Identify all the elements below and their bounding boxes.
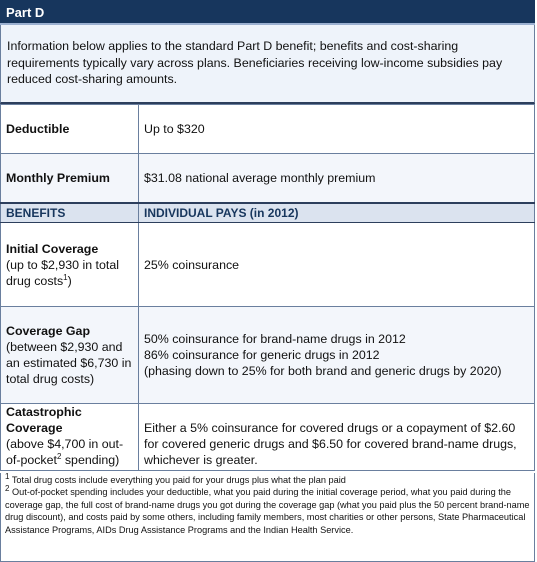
benefits-table: Deductible Up to $320 Monthly Premium $3… <box>0 104 535 471</box>
footnote-2-text: Out-of-pocket spending includes your ded… <box>5 487 530 535</box>
catastrophic-coverage-sub-end: spending) <box>61 453 120 467</box>
deductible-value: Up to $320 <box>138 104 535 154</box>
footnote-2: 2 Out-of-pocket spending includes your d… <box>5 484 530 536</box>
table-row: Deductible Up to $320 <box>0 104 535 154</box>
catastrophic-coverage-label: Catastrophic Coverage <box>6 405 82 435</box>
table-row: Initial Coverage (up to $2,930 in total … <box>0 222 535 307</box>
initial-coverage-value: 25% coinsurance <box>138 222 535 307</box>
premium-label: Monthly Premium <box>6 170 110 185</box>
catastrophic-coverage-sub: (above $4,700 in out-of-pocket <box>6 437 124 467</box>
initial-coverage-sub: (up to $2,930 in total drug costs <box>6 257 119 288</box>
table-row: Monthly Premium $31.08 national average … <box>0 153 535 203</box>
footnote-1-mark: 1 <box>5 471 10 481</box>
footnote-1: 1 Total drug costs include everything yo… <box>5 471 530 486</box>
deductible-label: Deductible <box>6 122 70 136</box>
footnote-1-text: Total drug costs include everything you … <box>9 475 346 485</box>
footnote-2-mark: 2 <box>5 484 10 494</box>
coverage-gap-line-3: (phasing down to 25% for both brand and … <box>144 364 502 378</box>
panel-title: Part D <box>0 0 535 25</box>
table-row: Catastrophic Coverage (above $4,700 in o… <box>0 403 535 471</box>
table-header-row: BENEFITS INDIVIDUAL PAYS (in 2012) <box>0 201 535 223</box>
coverage-gap-sub: (between $2,930 and an estimated $6,730 … <box>6 340 132 386</box>
coverage-gap-line-2: 86% coinsurance for generic drugs in 201… <box>144 348 380 362</box>
table-row: Coverage Gap (between $2,930 and an esti… <box>0 306 535 404</box>
individual-pays-column-header: INDIVIDUAL PAYS (in 2012) <box>138 201 535 223</box>
initial-coverage-sub-end: ) <box>67 273 72 288</box>
benefits-column-header: BENEFITS <box>0 201 139 223</box>
initial-coverage-label: Initial Coverage <box>6 241 99 256</box>
intro-text: Information below applies to the standar… <box>0 25 535 104</box>
footnote-ref-1: 1 <box>63 272 68 282</box>
premium-value: $31.08 national average monthly premium <box>138 153 535 203</box>
coverage-gap-line-1: 50% coinsurance for brand-name drugs in … <box>144 332 406 346</box>
catastrophic-coverage-value: Either a 5% coinsurance for covered drug… <box>138 403 535 471</box>
footnote-ref-2: 2 <box>56 451 62 461</box>
footnotes: 1 Total drug costs include everything yo… <box>0 471 535 562</box>
coverage-gap-label: Coverage Gap <box>6 324 91 338</box>
